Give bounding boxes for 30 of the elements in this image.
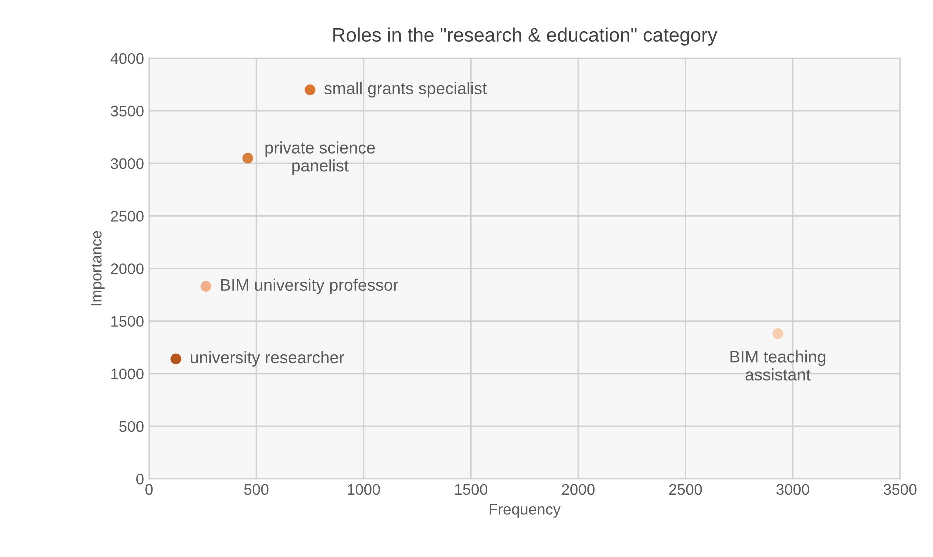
x-tick-label: 2500 [670,484,702,496]
x-tick-label: 3000 [776,484,810,496]
y-tick-label: 3500 [111,106,144,117]
y-axis-title: Importance [91,231,105,306]
point [200,281,212,292]
annotation: private science panelist [266,142,376,176]
y-tick-label: 1500 [112,316,144,328]
y-tick-label: 500 [120,421,144,432]
chart-title: Roles in the "research & education" category [334,28,718,46]
y-tick-label: 2500 [111,211,144,222]
point [304,84,316,96]
y-tick-label: 1000 [112,368,144,380]
point [772,328,784,340]
x-tick-label: 1000 [348,484,380,496]
y-tick-label: 0 [136,474,144,485]
annotation: small grants specialist [324,82,488,98]
x-tick-label: 2000 [562,484,595,496]
x-axis-title: Frequency [490,504,561,518]
point [242,152,254,164]
y-tick-label: 3000 [111,158,144,170]
annotation: BIM university professor [221,278,399,294]
x-tick-label: 0 [146,484,153,496]
annotation: university researcher [191,351,344,367]
annotation: BIM teaching assistant [730,350,826,381]
x-tick-label: 1500 [455,484,488,496]
y-tick-label: 2000 [111,264,144,274]
x-tick-label: 3500 [884,484,917,496]
y-tick-label: 4000 [110,53,144,64]
point [170,354,182,365]
x-tick-label: 500 [244,484,269,496]
